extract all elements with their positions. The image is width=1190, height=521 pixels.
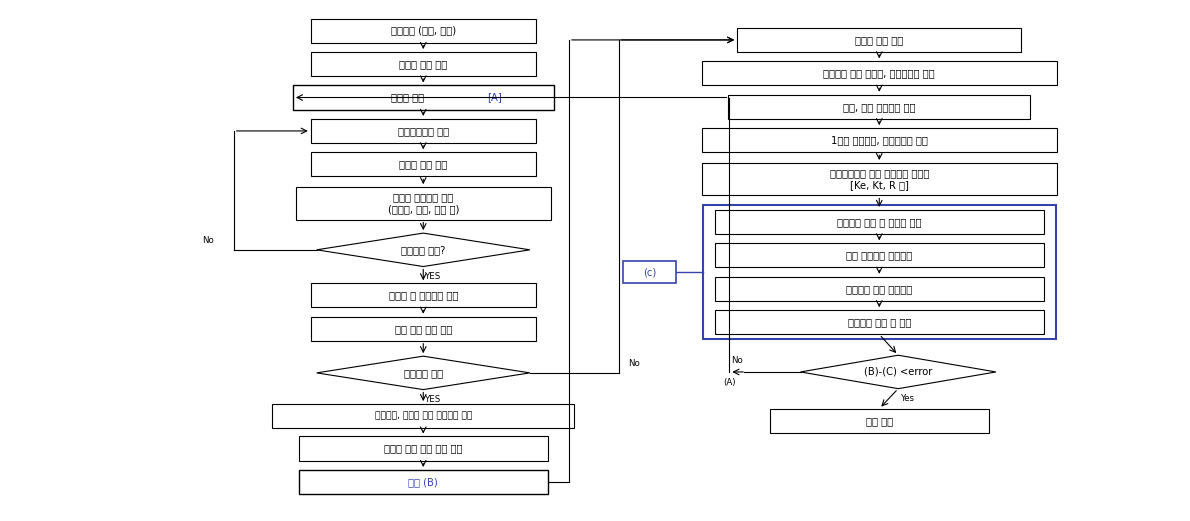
FancyBboxPatch shape [702,61,1057,85]
Text: No: No [628,359,640,368]
Text: No: No [202,236,213,245]
FancyBboxPatch shape [311,317,536,341]
Polygon shape [801,355,996,389]
Text: 전류밀도 만족: 전류밀도 만족 [403,368,443,378]
Text: [A]: [A] [487,93,502,103]
Text: No: No [731,356,743,365]
FancyBboxPatch shape [715,310,1044,334]
Text: 장하비 설정: 장하비 설정 [392,93,427,103]
Polygon shape [317,356,530,390]
Text: 자석계자, 전기자 철심 요크두께 결정: 자석계자, 전기자 철심 요크두께 결정 [375,412,472,420]
Text: 전기자 철심 슬롯 면적 계산: 전기자 철심 슬롯 면적 계산 [384,443,463,454]
Text: 기본사양 (속도, 출력): 기본사양 (속도, 출력) [390,26,456,35]
Text: 자석계자 평균 단면적, 등가치수비 산출: 자석계자 평균 단면적, 등가치수비 산출 [823,68,935,78]
Polygon shape [317,233,530,267]
FancyBboxPatch shape [737,28,1021,52]
Text: 정격시의 동선 전류밀도: 정격시의 동선 전류밀도 [846,284,913,294]
Text: 1극의 유효자속, 유효기자력 계산: 1극의 유효자속, 유효기자력 계산 [831,135,928,145]
Text: (B)-(C) <error: (B)-(C) <error [864,367,933,377]
FancyBboxPatch shape [293,85,553,109]
Text: 자기회로법에 의한 회로정수 재산출
[Ke, Kt, R 등]: 자기회로법에 의한 회로정수 재산출 [Ke, Kt, R 등] [829,168,929,190]
FancyBboxPatch shape [273,404,575,428]
Text: 정격시의 역률 및 효율: 정격시의 역률 및 효율 [847,317,912,327]
FancyBboxPatch shape [715,277,1044,301]
FancyBboxPatch shape [311,152,536,177]
FancyBboxPatch shape [702,163,1057,195]
FancyBboxPatch shape [770,408,989,433]
FancyBboxPatch shape [715,243,1044,267]
FancyBboxPatch shape [728,95,1031,119]
FancyBboxPatch shape [296,187,551,220]
Text: Yes: Yes [901,394,915,403]
Text: 설계 완료: 설계 완료 [865,416,892,426]
Text: 기전력 및 토크상수 계산: 기전력 및 토크상수 계산 [389,290,458,300]
Text: (c): (c) [643,267,656,277]
Text: 고정자 권선 설계: 고정자 권선 설계 [399,159,447,169]
Text: 정격 토크시의 회전속도: 정격 토크시의 회전속도 [846,251,913,260]
Text: (A): (A) [724,378,735,387]
FancyBboxPatch shape [715,210,1044,234]
FancyBboxPatch shape [311,283,536,307]
Text: 결과 (B): 결과 (B) [408,477,438,487]
Text: 정격시의 토크 및 전기자 전류: 정격시의 토크 및 전기자 전류 [837,217,921,227]
Text: 회전자 형상 결정: 회전자 형상 결정 [399,59,447,69]
Text: YES: YES [425,272,440,281]
Text: 회전자 기본사양 설계
(단면적, 길이, 두께 등): 회전자 기본사양 설계 (단면적, 길이, 두께 등) [388,193,459,214]
Text: 동선 전류 밀도 계산: 동선 전류 밀도 계산 [395,324,452,334]
Text: 전동기 사양 입력: 전동기 사양 입력 [856,35,903,45]
FancyBboxPatch shape [299,470,547,494]
FancyBboxPatch shape [311,52,536,76]
FancyBboxPatch shape [299,437,547,461]
FancyBboxPatch shape [624,261,676,283]
Text: 기본사양 만족?: 기본사양 만족? [401,245,445,255]
Text: 누설, 유효 퍼미언스 계산: 누설, 유효 퍼미언스 계산 [843,102,915,112]
FancyBboxPatch shape [311,119,536,143]
Text: YES: YES [425,395,440,404]
FancyBboxPatch shape [311,19,536,43]
Text: 공극자속밀도 결정: 공극자속밀도 결정 [397,126,449,136]
FancyBboxPatch shape [702,128,1057,152]
